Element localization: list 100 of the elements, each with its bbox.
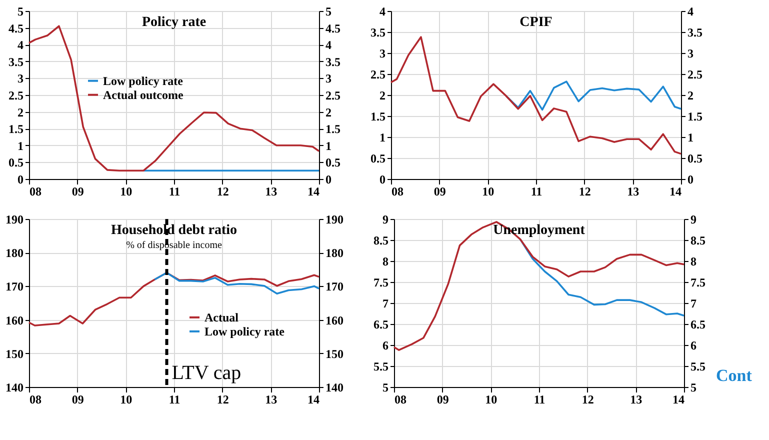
- y2-tick-label: 2: [688, 88, 694, 102]
- x-tick-label: 11: [534, 392, 546, 406]
- x-tick-label: 08: [392, 184, 404, 198]
- y2-tick-label: 9: [690, 212, 696, 226]
- x-tick-label: 12: [216, 392, 229, 406]
- x-tick-label: 14: [308, 392, 320, 406]
- x-tick-label: 08: [30, 392, 42, 406]
- x-tick-label: 13: [265, 392, 278, 406]
- chart-title: Policy rate: [142, 15, 206, 30]
- x-tick-label: 09: [434, 184, 446, 198]
- y2-tick-label: 8.5: [690, 234, 706, 248]
- y2-tick-label: 1: [688, 130, 694, 144]
- x-tick-label: 08: [30, 184, 42, 198]
- x-tick-label: 08: [394, 392, 406, 406]
- y-tick-label: 1: [18, 138, 24, 153]
- chart-title: Household debt ratio: [110, 223, 238, 238]
- y-tick-label: 0.5: [8, 156, 24, 170]
- ref-line-label: LTV cap: [172, 362, 242, 384]
- y-tick-label: 4: [380, 4, 386, 18]
- y-tick-label: 7.5: [374, 276, 388, 290]
- y-tick-label: 4.5: [8, 21, 24, 36]
- legend-label: Low policy rate: [103, 74, 184, 88]
- y2-tick-label: 3: [688, 46, 694, 60]
- x-tick-label: 09: [72, 184, 84, 198]
- y2-tick-label: 6: [690, 338, 696, 352]
- x-tick-label: 09: [436, 392, 449, 406]
- y2-tick-label: 150: [326, 346, 344, 361]
- y2-tick-label: 4: [688, 4, 694, 18]
- x-tick-label: 13: [627, 184, 640, 198]
- y-tick-label: 160: [6, 313, 24, 328]
- legend-label: Actual: [204, 310, 240, 324]
- text: Cont: [716, 366, 752, 385]
- y2-tick-label: 1.5: [326, 122, 340, 136]
- y-tick-label: 8: [382, 254, 388, 268]
- x-tick-label: 14: [672, 392, 684, 406]
- y-tick-label: 3.5: [370, 26, 386, 40]
- x-tick-label: 12: [582, 392, 594, 406]
- y-tick-label: 0: [380, 172, 386, 186]
- x-tick-label: 11: [168, 184, 180, 198]
- y-tick-label: 0.5: [370, 152, 386, 166]
- y2-tick-label: 180: [326, 246, 344, 260]
- y2-tick-label: 1.5: [688, 110, 702, 124]
- x-tick-label: 10: [120, 184, 132, 198]
- y-tick-label: 170: [6, 280, 24, 294]
- y2-tick-label: 2.5: [326, 88, 340, 102]
- y-tick-label: 5.5: [374, 360, 388, 374]
- y2-tick-label: 0.5: [326, 156, 340, 170]
- y2-tick-label: 4.5: [326, 21, 340, 36]
- y-tick-label: 3: [18, 72, 24, 86]
- y-tick-label: 8.5: [374, 234, 388, 248]
- line-series: [390, 36, 682, 155]
- line-series: [505, 80, 682, 111]
- y2-tick-label: 0.5: [688, 152, 702, 166]
- y2-tick-label: 5.5: [690, 360, 706, 374]
- y-tick-label: 1.5: [370, 110, 386, 124]
- y2-tick-label: 5: [326, 4, 332, 18]
- y-tick-label: 2: [18, 105, 24, 120]
- legend-label: Actual outcome: [103, 88, 184, 102]
- y2-tick-label: 170: [326, 280, 344, 294]
- y2-tick-label: 3.5: [688, 26, 702, 40]
- y2-tick-label: 1: [326, 138, 332, 153]
- y-tick-label: 180: [6, 246, 24, 260]
- y-tick-label: 7: [382, 296, 388, 310]
- y2-tick-label: 3.5: [326, 54, 340, 69]
- y2-tick-label: 2: [326, 105, 332, 120]
- line-series: [393, 221, 685, 351]
- y-tick-label: 9: [382, 212, 388, 226]
- y2-tick-label: 8: [690, 254, 696, 268]
- line-series: [28, 272, 320, 326]
- x-tick-label: 09: [72, 392, 84, 406]
- y2-tick-label: 140: [326, 380, 344, 394]
- y-tick-label: 1: [380, 130, 386, 144]
- x-tick-label: 10: [120, 392, 132, 406]
- chart-title: CPIF: [520, 15, 552, 30]
- y-tick-label: 1.5: [8, 122, 24, 136]
- y2-tick-label: 4: [326, 38, 332, 52]
- y-tick-label: 6.5: [374, 318, 388, 332]
- legend-label: Low policy rate: [204, 324, 286, 338]
- y-tick-label: 140: [6, 380, 24, 394]
- y2-tick-label: 190: [326, 212, 344, 226]
- x-tick-label: 13: [630, 392, 642, 406]
- y-tick-label: 2.5: [370, 68, 386, 82]
- y-tick-label: 190: [6, 212, 24, 226]
- y-tick-label: 5: [382, 380, 388, 394]
- x-tick-label: 10: [485, 392, 498, 406]
- y-tick-label: 4: [18, 38, 24, 52]
- x-tick-label: 14: [308, 184, 320, 198]
- y2-tick-label: 6.5: [690, 318, 706, 332]
- line-series: [154, 272, 320, 294]
- y2-tick-label: 5: [690, 380, 696, 394]
- x-tick-label: 10: [482, 184, 494, 198]
- x-tick-label: 13: [265, 184, 278, 198]
- y-tick-label: 6: [382, 338, 388, 352]
- x-tick-label: 12: [216, 184, 229, 198]
- y-tick-label: 2: [380, 88, 386, 102]
- x-tick-label: 14: [670, 184, 682, 198]
- y-tick-label: 0: [18, 172, 24, 186]
- y2-tick-label: 2.5: [688, 68, 702, 82]
- y2-tick-label: 0: [326, 172, 332, 186]
- y-tick-label: 2.5: [8, 88, 24, 102]
